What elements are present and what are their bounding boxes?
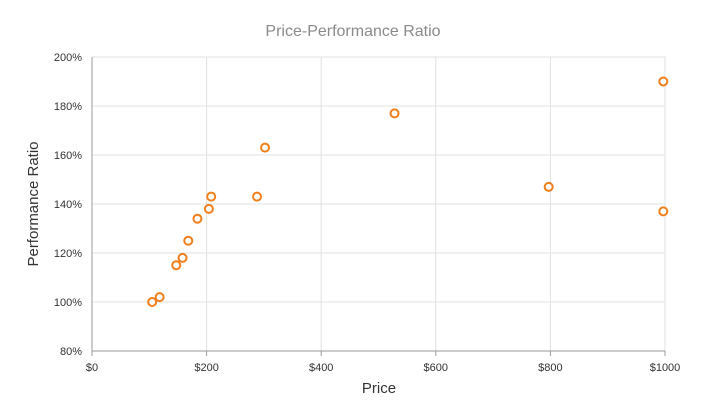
- x-tick-label: $0: [86, 362, 98, 374]
- gridlines: [92, 56, 666, 351]
- data-points: [147, 76, 669, 307]
- y-axis-title: Performance Ratio: [25, 141, 42, 266]
- y-tick-label: 80%: [60, 346, 82, 358]
- y-tick-label: 120%: [54, 248, 82, 260]
- y-tick-label: 160%: [54, 150, 82, 162]
- scatter-point[interactable]: [183, 235, 194, 246]
- scatter-point[interactable]: [171, 260, 182, 271]
- scatter-point[interactable]: [192, 213, 203, 224]
- scatter-point[interactable]: [206, 191, 217, 202]
- x-axis-title: Price: [362, 380, 396, 397]
- scatter-point[interactable]: [203, 203, 214, 214]
- y-tick-label: 100%: [54, 297, 82, 309]
- scatter-point[interactable]: [389, 108, 400, 119]
- scatter-point[interactable]: [177, 252, 188, 263]
- scatter-point[interactable]: [543, 181, 554, 192]
- x-tick-label: $800: [538, 362, 562, 374]
- scatter-point[interactable]: [147, 297, 158, 307]
- scatter-point[interactable]: [252, 191, 263, 202]
- y-tick-label: 180%: [54, 101, 82, 113]
- scatter-point[interactable]: [658, 76, 669, 87]
- x-tick-label: $400: [309, 362, 333, 374]
- x-tick-label: $1000: [650, 362, 681, 374]
- tick-labels: 80% 100% 120% 140% 160% 180% 200% $0 $200 $400 $60…: [54, 52, 680, 374]
- x-tick-label: $600: [424, 362, 448, 374]
- scatter-point[interactable]: [154, 292, 165, 303]
- y-tick-label: 200%: [54, 52, 82, 64]
- chart-title: Price-Performance Ratio: [265, 23, 440, 40]
- x-tick-label: $200: [194, 362, 218, 374]
- scatter-point[interactable]: [260, 142, 271, 153]
- y-tick-label: 140%: [54, 199, 82, 211]
- scatter-point[interactable]: [658, 206, 669, 217]
- axes: [91, 57, 666, 356]
